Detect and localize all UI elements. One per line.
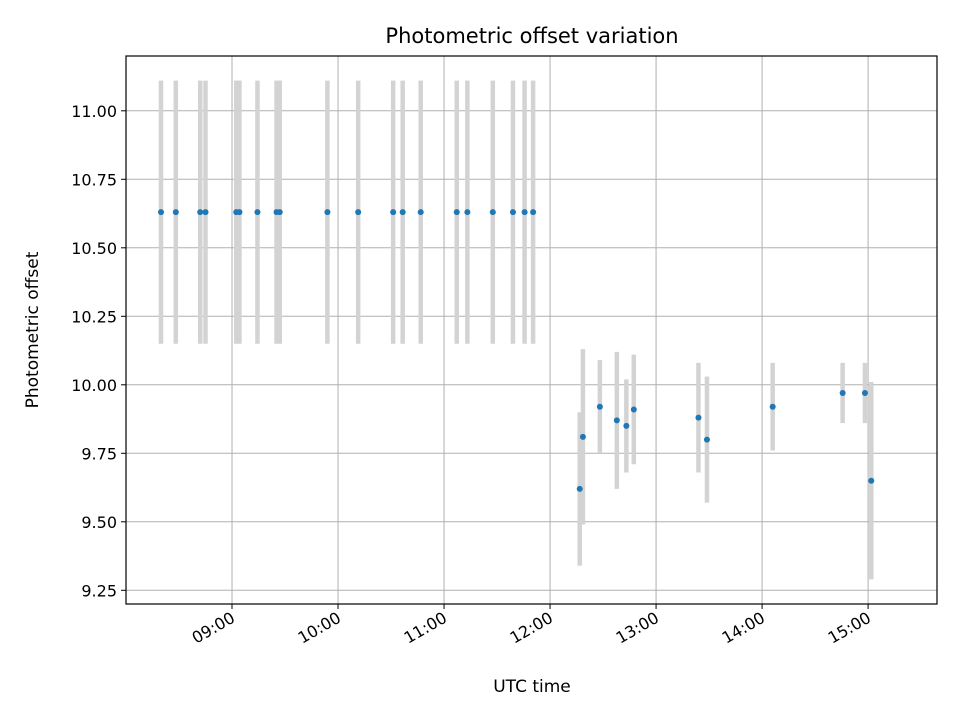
data-point [703, 436, 710, 443]
data-layer [157, 80, 875, 580]
y-axis-label: Photometric offset [23, 251, 43, 408]
data-point [390, 209, 397, 216]
data-point [276, 209, 283, 216]
chart-title: Photometric offset variation [385, 24, 678, 48]
data-point [453, 209, 460, 216]
data-point [630, 406, 637, 413]
data-point [236, 209, 243, 216]
y-tick-label: 9.50 [81, 513, 117, 532]
data-point [464, 209, 471, 216]
data-point [579, 433, 586, 440]
ticks: 09:00 10:00 11:00 12:00 13:00 14:00 15:009.259… [71, 102, 874, 648]
data-point [157, 209, 164, 216]
data-point [324, 209, 331, 216]
data-point [355, 209, 362, 216]
data-point [172, 209, 179, 216]
data-point [623, 422, 630, 429]
data-point [868, 477, 875, 484]
data-point [509, 209, 516, 216]
y-tick-label: 9.75 [81, 444, 117, 463]
data-point [489, 209, 496, 216]
data-point [202, 209, 209, 216]
data-point [576, 485, 583, 492]
y-tick-label: 10.25 [71, 307, 117, 326]
y-tick-label: 9.25 [81, 581, 117, 600]
x-axis-label: UTC time [493, 677, 571, 697]
data-point [695, 414, 702, 421]
data-point [613, 417, 620, 424]
data-point [530, 209, 537, 216]
y-tick-label: 11.00 [71, 102, 117, 121]
data-point [861, 390, 868, 397]
y-tick-label: 10.00 [71, 376, 117, 395]
data-point [769, 403, 776, 410]
plot-frame [125, 55, 938, 605]
data-point [417, 209, 424, 216]
data-point [254, 209, 261, 216]
data-point [521, 209, 528, 216]
y-tick-label: 10.50 [71, 239, 117, 258]
data-point [399, 209, 406, 216]
data-point [839, 390, 846, 397]
y-tick-label: 10.75 [71, 170, 117, 189]
data-point [596, 403, 603, 410]
data-point [197, 209, 204, 216]
